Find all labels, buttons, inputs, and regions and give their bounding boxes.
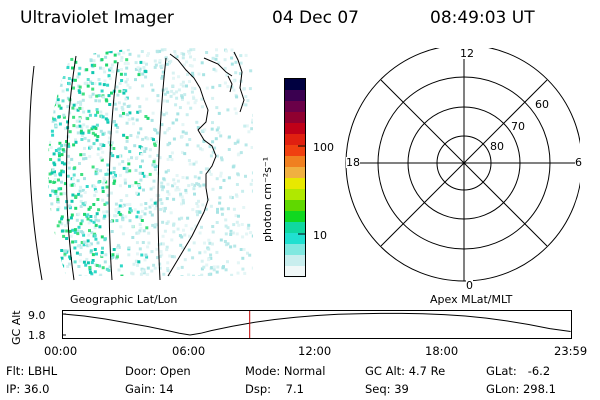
meridian-line (29, 65, 43, 281)
x-tick-1800: 18:00 (425, 344, 459, 358)
mlat-label-60: 60 (535, 98, 549, 111)
y-tick-1-8: 1.8 (28, 329, 46, 342)
colorbar-segment (285, 156, 306, 168)
y-tick-9: 9.0 (28, 309, 46, 322)
gain-readout: Gain: 14 (125, 382, 174, 396)
coastline (233, 51, 245, 113)
mlt-label-0: 0 (466, 279, 473, 292)
coastline (167, 53, 217, 277)
gc-alt-readout: GC Alt: 4.7 Re (365, 364, 446, 378)
colorbar-segment (285, 244, 306, 256)
meridian-line (157, 57, 167, 281)
observation-time: 08:49:03 UT (430, 8, 535, 28)
mlat-label-80: 80 (490, 140, 504, 153)
mlt-label-6: 6 (575, 156, 582, 169)
colorbar-segment (285, 200, 306, 212)
colorbar-segment (285, 211, 306, 223)
polar-grid (345, 48, 580, 282)
x-tick-1200: 12:00 (298, 344, 332, 358)
mlat-label-70: 70 (511, 120, 525, 133)
colorbar (284, 78, 306, 278)
colorbar-tick-10: 10 (313, 229, 327, 242)
glon-readout: GLon: 298.1 (486, 382, 556, 396)
series-line-gc-alt (62, 312, 571, 336)
meridian-line (66, 55, 77, 281)
colorbar-segment (285, 189, 306, 201)
colorbar-segment (285, 233, 306, 245)
door-readout: Door: Open (125, 364, 191, 378)
mlt-label-12: 12 (460, 47, 474, 60)
colorbar-segment (285, 79, 306, 91)
colorbar-segment (285, 112, 306, 124)
timeline-right-title: Apex MLat/MLT (430, 293, 513, 306)
instrument-title: Ultraviolet Imager (20, 8, 174, 28)
meridian-line (108, 61, 119, 281)
colorbar-segment (285, 90, 306, 102)
colorbar-segment (285, 178, 306, 190)
auroral-emission-speckle (47, 48, 253, 277)
coastline (203, 57, 233, 77)
colorbar-segment (285, 101, 306, 113)
colorbar-segment (285, 266, 306, 278)
ip-readout: IP: 36.0 (6, 382, 50, 396)
dsp-readout: Dsp: 7.1 (245, 382, 304, 396)
x-tick-2359: 23:59 (554, 344, 588, 358)
glat-readout: GLat: -6.2 (486, 364, 551, 378)
coastline (227, 75, 233, 93)
mlt-label-18: 18 (346, 156, 360, 169)
timeline-left-title: Geographic Lat/Lon (70, 293, 178, 306)
colorbar-segment (285, 222, 306, 234)
mode-readout: Mode: Normal (245, 364, 326, 378)
uv-image-panel (29, 48, 253, 281)
colorbar-segment (285, 134, 306, 146)
colorbar-tick-100: 100 (313, 141, 334, 154)
x-tick-0600: 06:00 (172, 344, 206, 358)
colorbar-segment (285, 123, 306, 135)
colorbar-segment (285, 255, 306, 267)
x-tick-0000: 00:00 (44, 344, 78, 358)
observation-date: 04 Dec 07 (272, 8, 359, 28)
seq-readout: Seq: 39 (365, 382, 409, 396)
filter-readout: Flt: LBHL (6, 364, 58, 378)
colorbar-segment (285, 167, 306, 179)
colorbar-segment (285, 145, 306, 157)
